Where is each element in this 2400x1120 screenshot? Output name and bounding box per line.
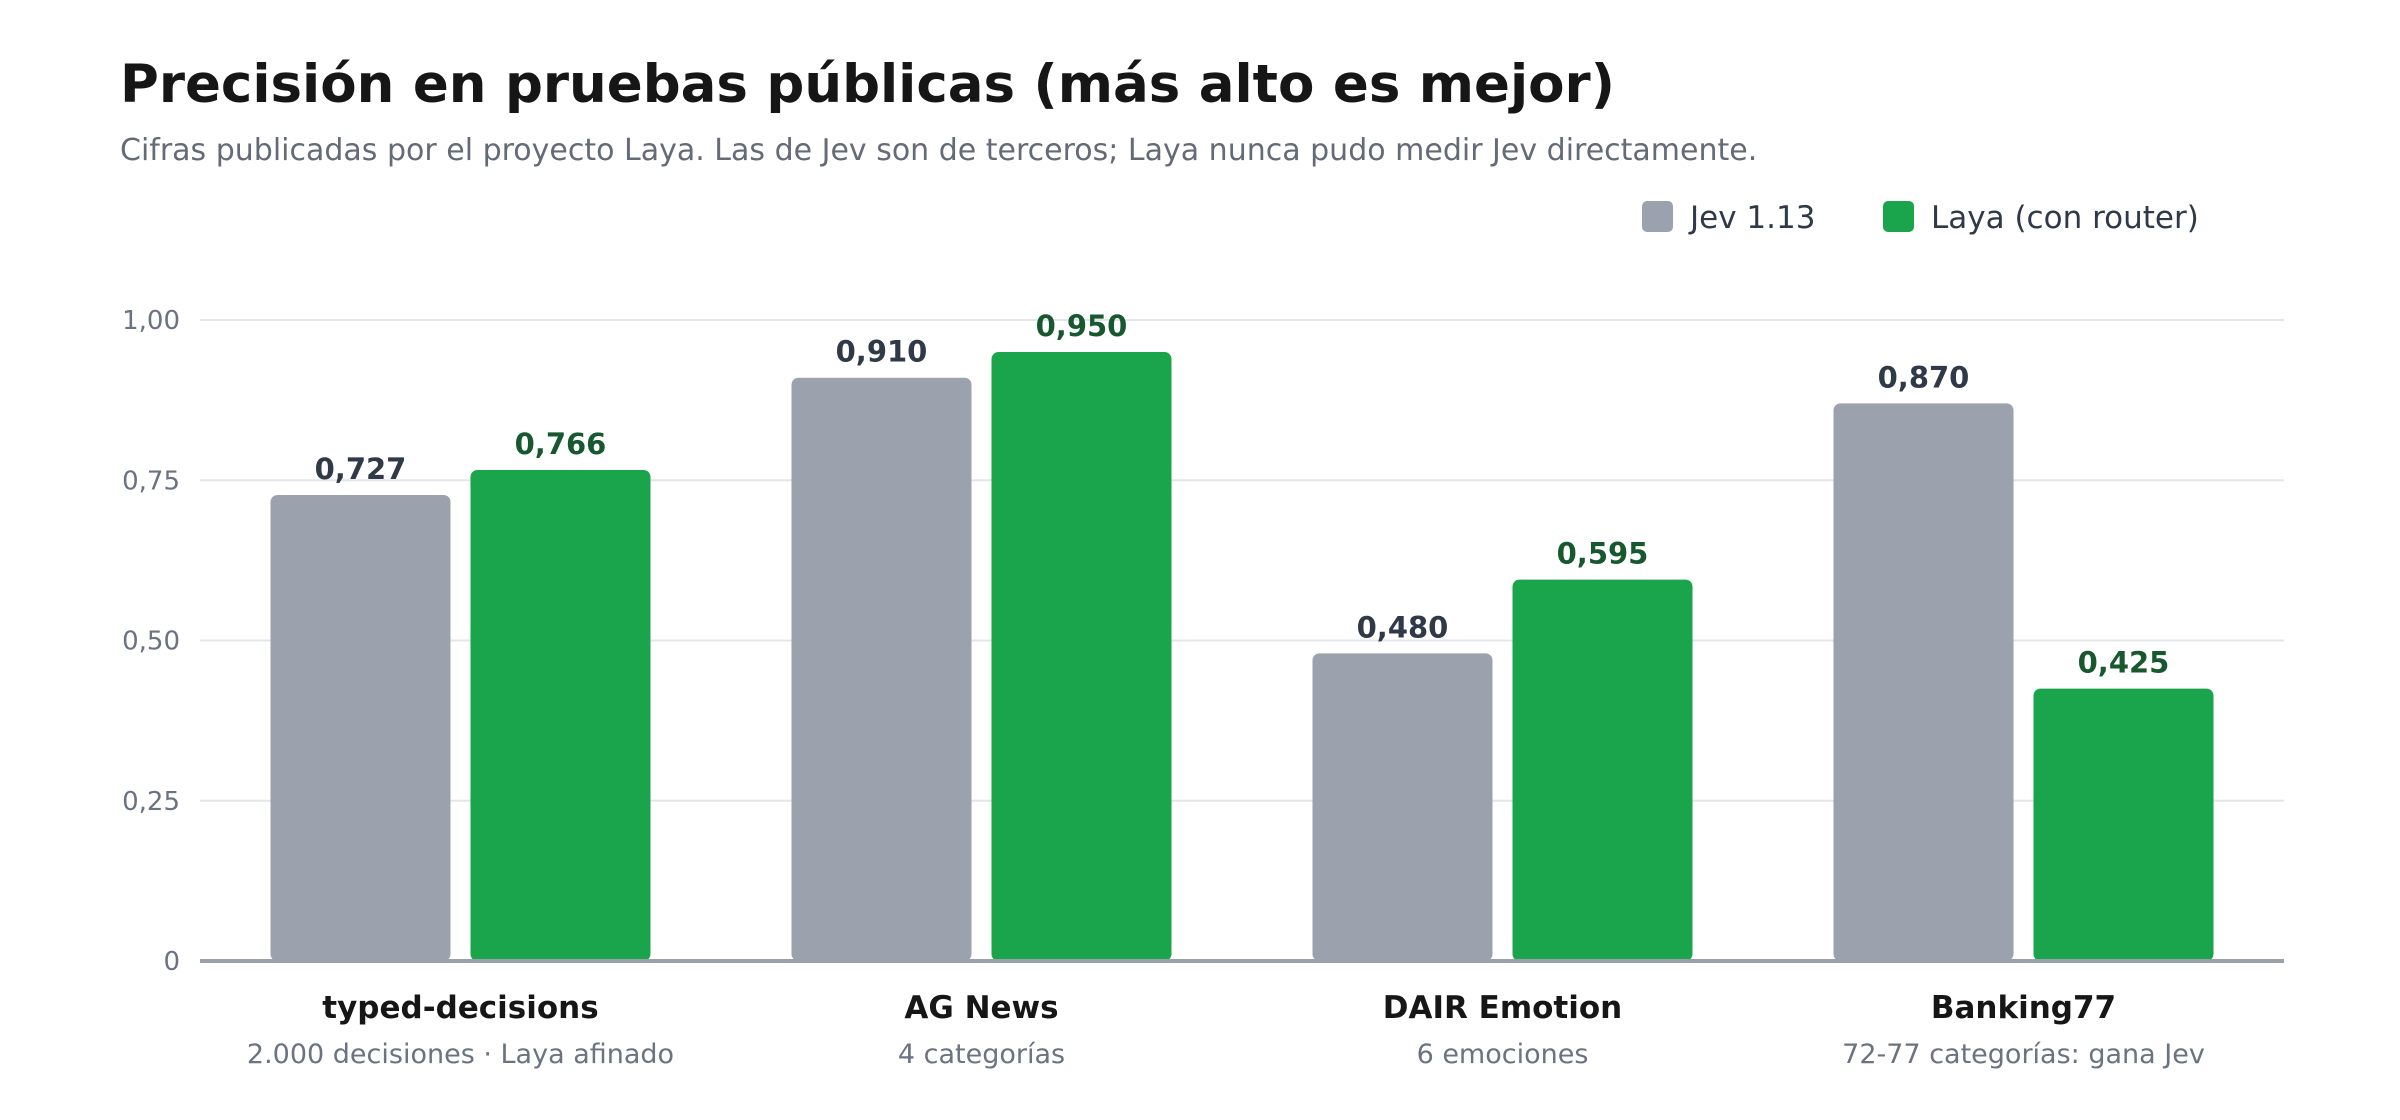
legend: Jev 1.13 Laya (con router)	[1642, 200, 2199, 236]
value-label: 0,727	[315, 452, 407, 486]
y-tick-label: 0,25	[122, 787, 180, 817]
value-labels: 0,727 0,766 0,910 0,950 0,480 0,595 0,870 0,425	[315, 309, 2170, 680]
category-label: DAIR Emotion	[1383, 990, 1623, 1026]
y-tick-label: 1,00	[122, 306, 180, 336]
category-subtitle: 72-77 categorías: gana Jev	[1842, 1039, 2205, 1070]
chart-subtitle: Cifras publicadas por el proyecto Laya. …	[120, 133, 1757, 168]
bar-jev	[270, 494, 451, 961]
y-tick-label: 0,75	[122, 466, 180, 496]
category-label: typed-decisions	[322, 990, 598, 1026]
bar-jev	[1833, 403, 2014, 962]
legend-label-laya: Laya (con router)	[1931, 200, 2199, 236]
bar-laya	[470, 469, 651, 961]
category-subtitle: 4 categorías	[898, 1039, 1065, 1070]
category-labels: typed-decisions 2.000 decisiones · Laya a…	[247, 990, 2205, 1070]
category-subtitle: 6 emociones	[1417, 1039, 1589, 1070]
value-label: 0,950	[1036, 309, 1128, 343]
y-tick-label: 0,50	[122, 627, 180, 657]
legend-swatch-jev	[1642, 201, 1673, 232]
bar-jev	[1312, 653, 1493, 961]
bar-jev	[791, 377, 972, 961]
y-tick-label: 0	[163, 947, 180, 977]
value-label: 0,766	[515, 427, 607, 461]
value-label: 0,910	[836, 335, 928, 369]
value-label: 0,870	[1878, 360, 1970, 394]
category-label: AG News	[904, 990, 1058, 1026]
category-label: Banking77	[1931, 990, 2116, 1026]
legend-label-jev: Jev 1.13	[1688, 200, 1815, 236]
value-label: 0,480	[1357, 610, 1449, 644]
bar-laya	[991, 352, 1172, 961]
bar-laya	[1512, 579, 1693, 961]
legend-swatch-laya	[1883, 201, 1914, 232]
value-label: 0,595	[1557, 537, 1649, 571]
value-label: 0,425	[2078, 646, 2170, 680]
bar-laya	[2033, 688, 2214, 961]
y-axis-ticks: 0 0,25 0,50 0,75 1,00	[122, 306, 180, 977]
category-subtitle: 2.000 decisiones · Laya afinado	[247, 1039, 674, 1070]
bars	[270, 352, 2214, 962]
chart-title: Precisión en pruebas públicas (más alto …	[120, 54, 1615, 115]
